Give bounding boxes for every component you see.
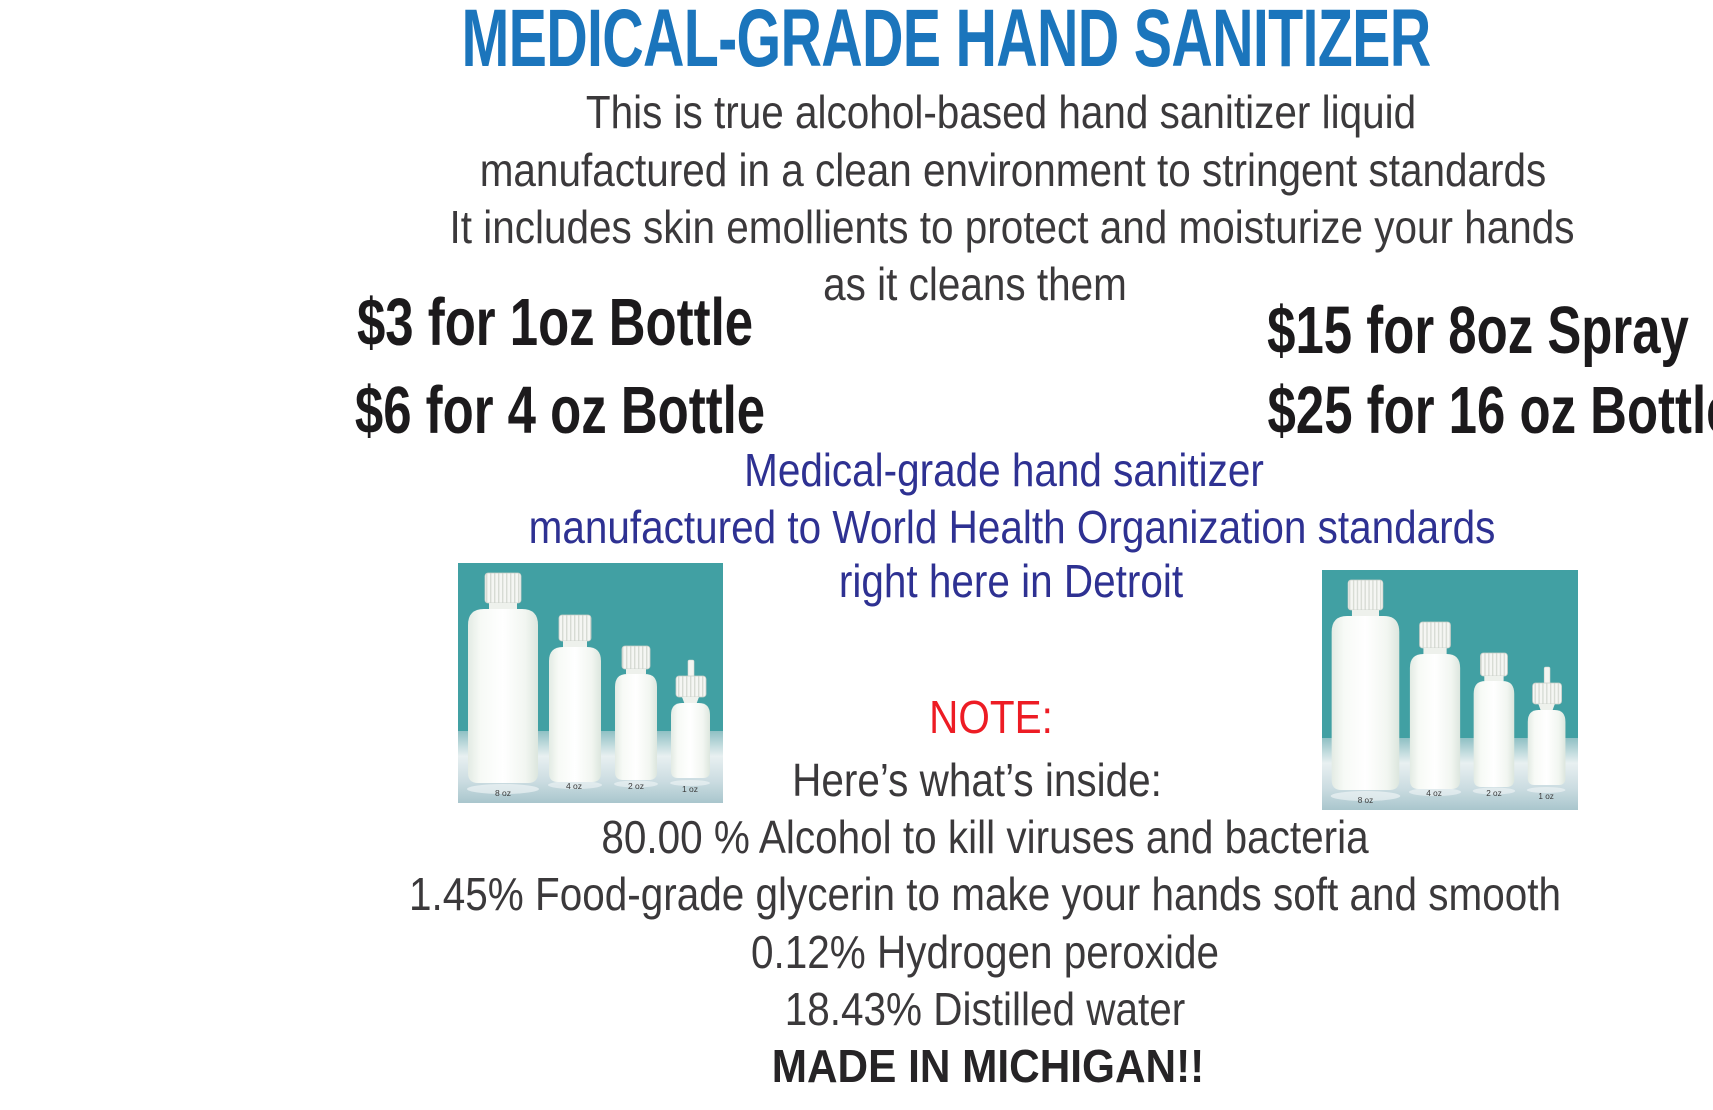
bottle-sizes-photo-left: 8 oz 4 oz 2 oz 1 oz	[458, 563, 723, 803]
price-4oz-bottle: $6 for 4 oz Bottle	[354, 373, 766, 448]
ingredient-water: 18.43% Distilled water	[784, 983, 1186, 1035]
intro-line-1: This is true alcohol-based hand sanitize…	[585, 86, 1417, 138]
origin-line-1: Medical-grade hand sanitizer	[744, 444, 1264, 496]
price-1oz-bottle: $3 for 1oz Bottle	[356, 285, 754, 360]
size-label-2oz: 2 oz	[628, 781, 644, 791]
size-label-1oz: 1 oz	[1538, 791, 1554, 801]
bottle-1oz	[671, 659, 710, 778]
ingredient-alcohol: 80.00 % Alcohol to kill viruses and bact…	[601, 811, 1369, 863]
size-label-8oz: 8 oz	[1358, 795, 1374, 805]
bottle-8oz	[1331, 579, 1400, 790]
bottle-4oz	[1409, 621, 1461, 789]
size-label-4oz: 4 oz	[1426, 788, 1442, 798]
flyer-title: MEDICAL-GRADE HAND SANITIZER	[461, 0, 1432, 84]
price-16oz-bottle: $25 for 16 oz Bottle	[1267, 373, 1713, 448]
price-8oz-spray: $15 for 8oz Spray	[1267, 293, 1689, 368]
bottle-1oz	[1527, 666, 1566, 785]
intro-line-4: as it cleans them	[823, 258, 1127, 310]
ingredients-heading: Here’s what’s inside:	[792, 754, 1162, 806]
bottle-2oz	[615, 645, 657, 780]
intro-line-3: It includes skin emollients to protect a…	[449, 201, 1575, 253]
intro-line-2: manufactured in a clean environment to s…	[479, 144, 1547, 196]
size-label-1oz: 1 oz	[682, 784, 698, 794]
origin-line-2: manufactured to World Health Organizatio…	[528, 501, 1496, 553]
ingredient-peroxide: 0.12% Hydrogen peroxide	[750, 926, 1220, 978]
ingredient-glycerin: 1.45% Food-grade glycerin to make your h…	[408, 868, 1562, 920]
bottle-4oz	[549, 614, 601, 782]
bottle-2oz	[1473, 652, 1515, 787]
size-label-8oz: 8 oz	[495, 788, 511, 798]
note-label: NOTE:	[929, 691, 1053, 743]
origin-line-3: right here in Detroit	[838, 555, 1184, 607]
size-label-4oz: 4 oz	[566, 781, 582, 791]
bottle-sizes-photo-right: 8 oz 4 oz 2 oz 1 oz	[1322, 570, 1578, 810]
bottle-8oz	[468, 572, 538, 783]
size-label-2oz: 2 oz	[1486, 788, 1502, 798]
made-in-michigan: MADE IN MICHIGAN!!	[771, 1040, 1205, 1092]
